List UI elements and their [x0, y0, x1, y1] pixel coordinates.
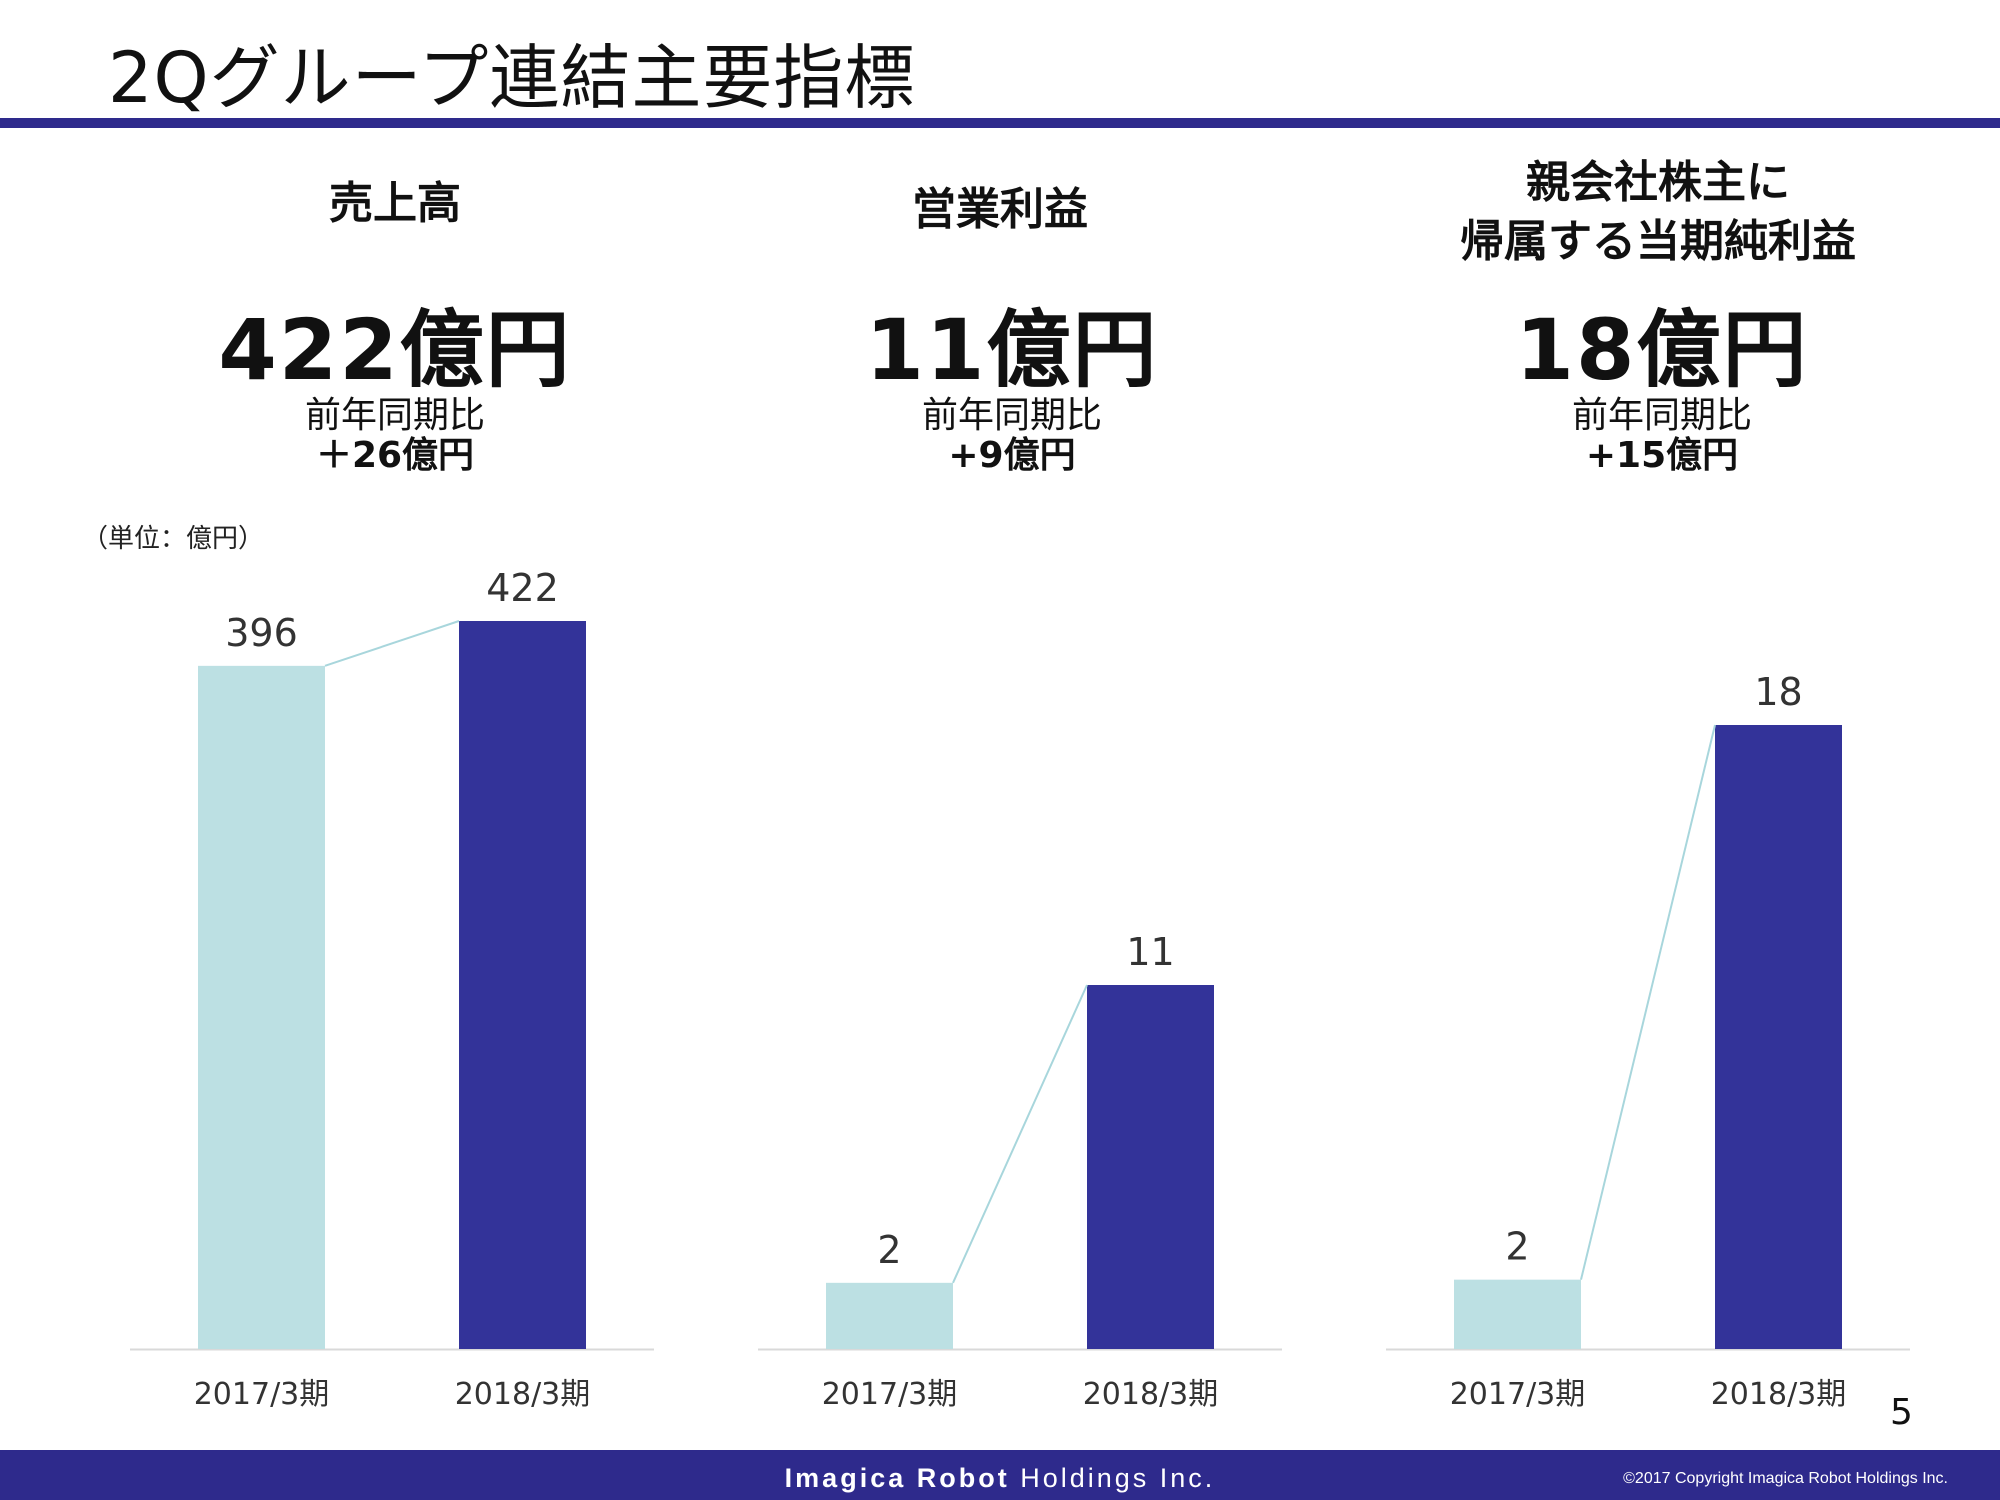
kpi-sales-heading: 売上高 [329, 178, 461, 229]
kpi-sales-yoy-label: 前年同期比 [304, 395, 485, 436]
chart-3-category-label-2: 2018/3期 [1711, 1377, 1847, 1412]
slide-title: 2Qグループ連結主要指標 [108, 37, 916, 119]
chart-1-bar-2 [459, 621, 586, 1349]
chart-2-bar-2 [1087, 985, 1214, 1349]
footer-bar [0, 1450, 2000, 1500]
kpi-net-income-yoy-value: +15億円 [1585, 435, 1739, 476]
chart-3-bar-2 [1715, 725, 1842, 1349]
chart-3-data-label-1: 2 [1505, 1225, 1529, 1269]
chart-3-bar-1 [1454, 1279, 1581, 1349]
kpi-net-income-heading-line2: 帰属する当期純利益 [1460, 216, 1856, 267]
footer-copyright: ©2017 Copyright Imagica Robot Holdings I… [1623, 1470, 1948, 1487]
chart-2-category-label-1: 2017/3期 [822, 1377, 958, 1412]
chart-2-data-label-1: 2 [877, 1228, 901, 1272]
chart-1-category-label-1: 2017/3期 [194, 1377, 330, 1412]
chart-3-connector-line [1580, 724, 1716, 1280]
chart-1-bar-1 [198, 665, 325, 1349]
chart-2-category-label-2: 2018/3期 [1083, 1377, 1219, 1412]
chart-3-category-label-1: 2017/3期 [1450, 1377, 1586, 1412]
footer-company-rest: Holdings Inc. [1020, 1463, 1216, 1493]
kpi-net-income-value: 18億円 [1515, 301, 1809, 399]
chart-1-data-label-1: 396 [225, 611, 298, 655]
page-number: 5 [1890, 1392, 1913, 1433]
chart-1-connector-line [324, 620, 460, 667]
title-divider [0, 118, 2000, 128]
chart-2-data-label-2: 11 [1126, 930, 1174, 974]
unit-note: （単位：億円） [82, 524, 265, 554]
footer-company-bold: Imagica Robot [784, 1463, 1010, 1493]
kpi-operating-profit-value: 11億円 [865, 301, 1159, 399]
kpi-operating-profit-yoy-value: +9億円 [948, 435, 1076, 476]
chart-1-data-label-2: 422 [486, 566, 559, 610]
kpi-operating-profit-heading: 営業利益 [912, 184, 1088, 235]
chart-2-bar-1 [826, 1282, 953, 1349]
kpi-operating-profit-yoy-label: 前年同期比 [921, 395, 1102, 436]
chart-1-category-label-2: 2018/3期 [455, 1377, 591, 1412]
kpi-net-income-heading-line1: 親会社株主に [1526, 157, 1790, 208]
kpi-sales-yoy-value: ＋26億円 [315, 435, 475, 476]
footer-company: Imagica Robot Holdings Inc. [0, 1463, 2000, 1494]
chart-3-data-label-2: 18 [1754, 670, 1802, 714]
kpi-net-income-yoy-label: 前年同期比 [1571, 395, 1752, 436]
chart-2-connector-line [952, 984, 1088, 1284]
kpi-sales-value: 422億円 [218, 301, 572, 399]
